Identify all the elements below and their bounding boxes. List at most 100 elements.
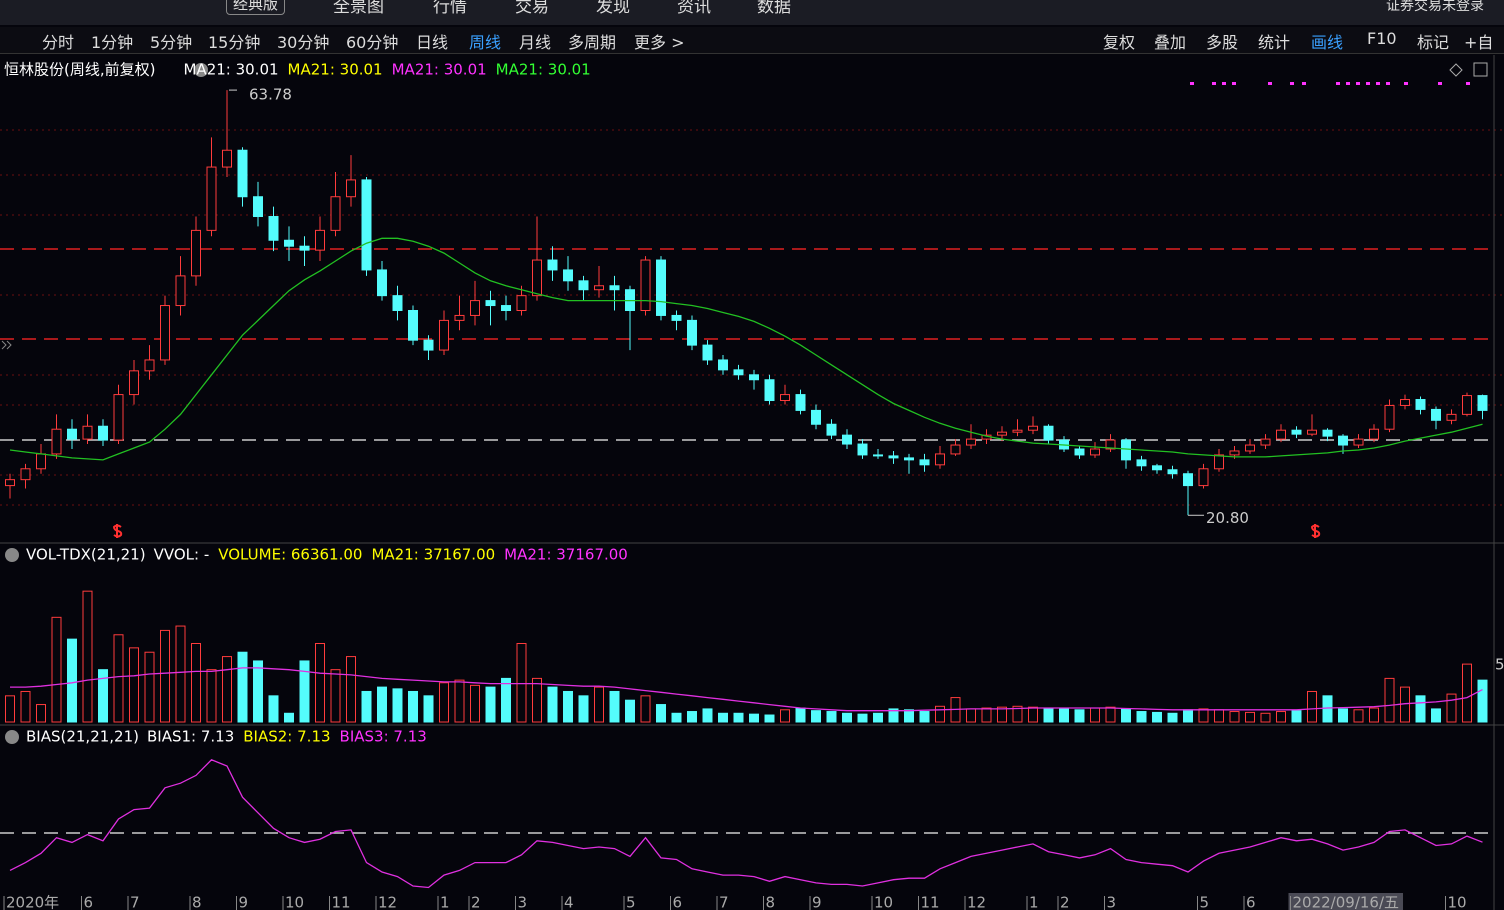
- volume-bar: [144, 651, 155, 723]
- volume-bar: [1276, 711, 1286, 723]
- candle-body: [315, 229, 325, 251]
- candle-body: [609, 285, 620, 291]
- period-tab[interactable]: 周线: [469, 33, 502, 52]
- legend-item: MA21: 30.01: [392, 61, 487, 79]
- x-tick-label: 8: [192, 894, 202, 910]
- menu-icon[interactable]: [194, 63, 208, 77]
- candle-body: [268, 216, 279, 241]
- period-tab[interactable]: 更多 >: [634, 33, 685, 52]
- volume-bar: [1338, 708, 1348, 723]
- volume-bar: [377, 686, 387, 723]
- period-tab[interactable]: 5分钟: [150, 33, 193, 52]
- volume-bar: [237, 651, 248, 723]
- period-tab[interactable]: 1分钟: [91, 33, 134, 52]
- tool-button[interactable]: 画线: [1311, 33, 1344, 52]
- tool-button[interactable]: F10: [1367, 29, 1397, 48]
- nav-item[interactable]: 发现: [596, 0, 630, 17]
- x-tick-label: 7: [719, 894, 729, 910]
- legend-item: MA21: 30.01: [496, 61, 591, 79]
- candle-body: [919, 459, 930, 466]
- expand-icon[interactable]: [1, 340, 12, 350]
- tool-button[interactable]: 多股: [1206, 33, 1239, 52]
- tool-button[interactable]: 统计: [1258, 33, 1291, 52]
- volume-bar: [1446, 693, 1457, 723]
- volume-bar: [749, 713, 759, 723]
- candle-body: [1074, 448, 1085, 456]
- candle-body: [749, 374, 759, 381]
- menu-icon[interactable]: [5, 730, 19, 744]
- volume-bar: [1369, 707, 1379, 723]
- nav-item[interactable]: 数据: [757, 0, 791, 17]
- period-tab[interactable]: 分时: [42, 33, 75, 52]
- volume-bar: [547, 686, 558, 723]
- candle-body: [20, 468, 31, 481]
- period-tab[interactable]: 月线: [519, 33, 552, 52]
- candle-body: [578, 280, 589, 291]
- x-tick-label: 11: [921, 894, 940, 910]
- period-tab[interactable]: 多周期: [568, 33, 617, 52]
- x-tick-label: 10: [1448, 894, 1467, 910]
- candle-body: [191, 229, 201, 277]
- x-tick-label: 2: [1060, 894, 1070, 910]
- nav-item[interactable]: 全景图: [333, 0, 384, 17]
- volume-bar: [888, 708, 899, 723]
- volume-bar: [733, 712, 744, 723]
- candle-body: [1152, 465, 1162, 471]
- volume-bar: [578, 695, 589, 723]
- legend-item: MA21: 37167.00: [504, 546, 628, 564]
- candle-body: [330, 196, 341, 231]
- candle-body: [702, 344, 713, 361]
- volume-bar: [113, 634, 124, 723]
- volume-bar: [702, 708, 713, 723]
- tool-button[interactable]: 复权: [1103, 33, 1136, 52]
- x-tick-label: 5: [626, 894, 636, 910]
- volume-bar: [392, 688, 403, 723]
- menu-icon[interactable]: [5, 548, 19, 562]
- period-tab[interactable]: 日线: [416, 33, 449, 52]
- volume-bar: [1307, 690, 1317, 723]
- nav-item[interactable]: 交易: [515, 0, 549, 17]
- legend-item: BIAS3: 7.13: [340, 728, 427, 746]
- volume-bar: [1384, 677, 1395, 723]
- legend-item: VVOL: -: [154, 546, 210, 564]
- period-tab[interactable]: 15分钟: [208, 33, 261, 52]
- nav-item[interactable]: 行情: [433, 0, 467, 17]
- candle-body: [470, 300, 480, 316]
- candle-body: [82, 425, 93, 440]
- candle-body: [1229, 450, 1240, 456]
- candle-body: [253, 196, 263, 218]
- candle-body: [857, 443, 868, 456]
- x-tick-label: 6: [673, 894, 683, 910]
- volume-bar: [1353, 709, 1364, 723]
- panel-title: 恒林股份(周线,前复权): [4, 61, 155, 79]
- candle-body: [160, 305, 170, 361]
- volume-bar: [764, 714, 775, 723]
- candle-body: [532, 259, 542, 297]
- tool-button[interactable]: 标记: [1417, 33, 1450, 52]
- tool-button[interactable]: 叠加: [1154, 33, 1187, 52]
- candle-body: [842, 434, 852, 445]
- period-tab[interactable]: 60分钟: [346, 33, 399, 52]
- diamond-icon[interactable]: [1449, 63, 1463, 77]
- candle-body: [1415, 399, 1426, 410]
- candle-body: [361, 179, 372, 271]
- candle-body: [1136, 459, 1147, 467]
- volume-bar: [1105, 706, 1116, 723]
- candle-body: [377, 269, 387, 297]
- nav-item[interactable]: 资讯: [677, 0, 711, 17]
- period-tab[interactable]: 30分钟: [277, 33, 330, 52]
- volume-bar: [1152, 711, 1162, 723]
- nav-item[interactable]: 经典版: [226, 0, 286, 15]
- candle-body: [687, 319, 697, 346]
- volume-bar: [919, 711, 930, 723]
- volume-bar: [1198, 708, 1209, 723]
- volume-bar: [966, 708, 976, 723]
- volume-bar: [1090, 707, 1100, 723]
- volume-bar: [1260, 712, 1271, 723]
- candle-body: [516, 295, 527, 311]
- close-icon[interactable]: [1473, 62, 1488, 77]
- x-tick-label: 2022/09/16/五: [1293, 894, 1400, 910]
- candle-body: [346, 179, 356, 198]
